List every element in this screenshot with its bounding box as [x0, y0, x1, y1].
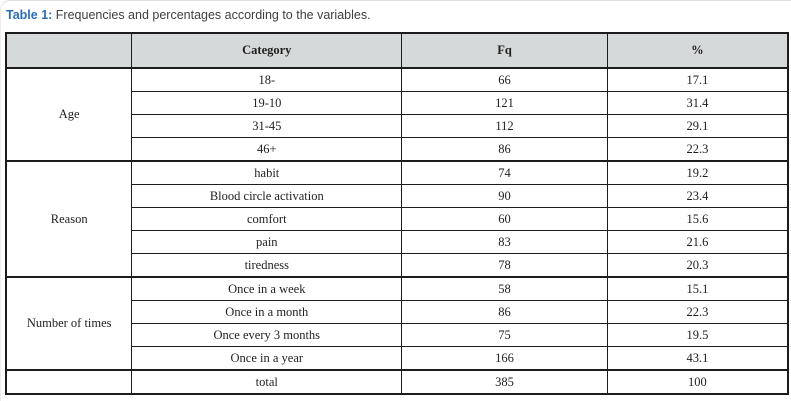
header-category: Category — [131, 32, 403, 69]
fq-cell: 83 — [401, 230, 608, 254]
fq-cell: 58 — [401, 276, 608, 301]
table-row: Number of times Once in a week 58 15.1 — [5, 276, 789, 371]
category-cell: Once in a week — [131, 276, 403, 301]
table-row: 46+ 86 22.3 — [6, 137, 789, 162]
table-row: Reason habit 74 19.2 — [5, 160, 789, 278]
group-label: Number of times — [5, 276, 133, 371]
category-cell: tiredness — [131, 253, 403, 278]
table-row: comfort 60 15.6 — [6, 207, 789, 231]
table-row: total 385 100 — [5, 369, 789, 395]
category-cell: 19-10 — [131, 91, 403, 115]
percent-cell: 43.1 — [606, 346, 789, 371]
category-cell: comfort — [131, 207, 403, 231]
fq-cell: 112 — [401, 114, 608, 138]
group-label: Reason — [5, 160, 133, 278]
percent-cell: 19.2 — [606, 160, 789, 185]
header-percent: % — [606, 32, 789, 69]
percent-cell: 100 — [606, 369, 789, 395]
category-cell: Blood circle activation — [131, 184, 403, 208]
fq-cell: 121 — [401, 91, 608, 115]
table-row: Once every 3 months 75 19.5 — [6, 323, 789, 347]
percent-cell: 31.4 — [606, 91, 789, 115]
table-row: Once in a month 86 22.3 — [6, 300, 789, 324]
fq-cell: 166 — [401, 346, 608, 371]
header-fq: Fq — [401, 32, 608, 69]
fq-cell: 86 — [401, 300, 608, 324]
percent-cell: 22.3 — [606, 137, 789, 162]
table-caption: Table 1: Frequencies and percentages acc… — [6, 8, 791, 23]
table-row: Blood circle activation 90 23.4 — [6, 184, 789, 208]
percent-cell: 19.5 — [606, 323, 789, 347]
fq-cell: 90 — [401, 184, 608, 208]
percent-cell: 20.3 — [606, 253, 789, 278]
table-caption-text: Frequencies and percentages according to… — [52, 8, 371, 22]
fq-cell: 66 — [401, 67, 608, 92]
table-header-row: Category Fq % — [5, 32, 789, 69]
fq-cell: 78 — [401, 253, 608, 278]
percent-cell: 21.6 — [606, 230, 789, 254]
header-variable — [5, 32, 133, 69]
category-cell: total — [131, 369, 403, 395]
fq-cell: 75 — [401, 323, 608, 347]
fq-cell: 86 — [401, 137, 608, 162]
percent-cell: 23.4 — [606, 184, 789, 208]
table-row: 31-45 112 29.1 — [6, 114, 789, 138]
fq-cell: 385 — [401, 369, 608, 395]
table-caption-label: Table 1: — [6, 8, 53, 22]
frequencies-table: Category Fq % Age 18- 66 17.1 19-10 121 31.4 31… — [5, 32, 789, 395]
table-row: Age 18- 66 17.1 — [5, 67, 789, 162]
table-row: Once in a year 166 43.1 — [6, 346, 789, 371]
percent-cell: 15.1 — [606, 276, 789, 301]
percent-cell: 15.6 — [606, 207, 789, 231]
category-cell: 18- — [131, 67, 403, 92]
group-label: Age — [5, 67, 133, 162]
percent-cell: 29.1 — [606, 114, 789, 138]
table-body: Age 18- 66 17.1 19-10 121 31.4 31-45 112 29.1 46+ 8… — [5, 67, 789, 395]
category-cell: Once in a month — [131, 300, 403, 324]
category-cell: 46+ — [131, 137, 403, 162]
category-cell: 31-45 — [131, 114, 403, 138]
category-cell: pain — [131, 230, 403, 254]
table-row: 19-10 121 31.4 — [6, 91, 789, 115]
table-row: pain 83 21.6 — [6, 230, 789, 254]
percent-cell: 17.1 — [606, 67, 789, 92]
table-header: Category Fq % — [5, 32, 789, 69]
percent-cell: 22.3 — [606, 300, 789, 324]
category-cell: Once in a year — [131, 346, 403, 371]
fq-cell: 74 — [401, 160, 608, 185]
category-cell: habit — [131, 160, 403, 185]
fq-cell: 60 — [401, 207, 608, 231]
table-row: tiredness 78 20.3 — [6, 253, 789, 278]
group-label — [5, 369, 133, 395]
category-cell: Once every 3 months — [131, 323, 403, 347]
